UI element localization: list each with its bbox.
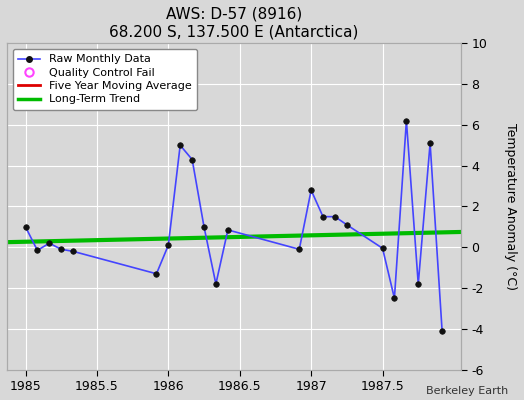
Raw Monthly Data	[189, 157, 195, 162]
Legend: Raw Monthly Data, Quality Control Fail, Five Year Moving Average, Long-Term Tren: Raw Monthly Data, Quality Control Fail, …	[13, 49, 198, 110]
Raw Monthly Data	[46, 241, 52, 246]
Raw Monthly Data	[379, 246, 386, 251]
Text: Berkeley Earth: Berkeley Earth	[426, 386, 508, 396]
Raw Monthly Data	[308, 188, 314, 192]
Raw Monthly Data	[58, 247, 64, 252]
Raw Monthly Data	[154, 271, 160, 276]
Raw Monthly Data	[320, 214, 326, 219]
Raw Monthly Data	[415, 282, 421, 286]
Raw Monthly Data	[344, 222, 350, 227]
Raw Monthly Data	[213, 282, 219, 286]
Raw Monthly Data	[23, 224, 29, 229]
Raw Monthly Data	[391, 296, 398, 301]
Raw Monthly Data	[332, 214, 338, 219]
Raw Monthly Data	[225, 228, 231, 232]
Raw Monthly Data	[403, 118, 410, 123]
Y-axis label: Temperature Anomaly (°C): Temperature Anomaly (°C)	[504, 123, 517, 290]
Raw Monthly Data	[439, 328, 445, 333]
Raw Monthly Data	[165, 243, 171, 248]
Title: AWS: D-57 (8916)
68.200 S, 137.500 E (Antarctica): AWS: D-57 (8916) 68.200 S, 137.500 E (An…	[110, 7, 359, 39]
Raw Monthly Data	[177, 143, 183, 148]
Raw Monthly Data	[34, 248, 40, 253]
Raw Monthly Data	[70, 249, 76, 254]
Raw Monthly Data	[296, 247, 302, 252]
Line: Raw Monthly Data: Raw Monthly Data	[23, 118, 445, 334]
Raw Monthly Data	[427, 141, 433, 146]
Raw Monthly Data	[201, 224, 207, 229]
